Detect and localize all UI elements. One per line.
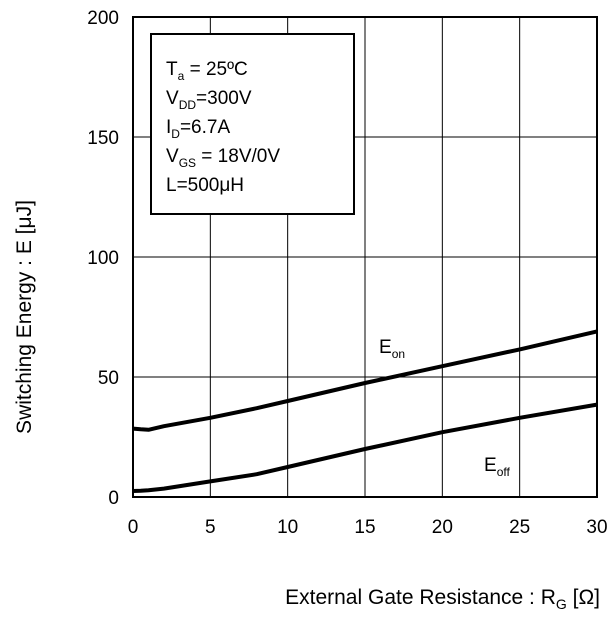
y-tick-labels: 0 50 100 150 200 (87, 8, 119, 509)
conditions-box (150, 33, 355, 215)
curves (132, 329, 598, 493)
series-label-eoff: Eoff (484, 455, 510, 479)
y-tick-150: 150 (87, 128, 119, 149)
x-tick-10: 10 (277, 517, 298, 538)
plot-frame (132, 16, 598, 498)
y-tick-50: 50 (98, 368, 119, 389)
condition-line-3: VGS = 18V/0V (166, 146, 280, 170)
x-tick-0: 0 (128, 517, 139, 538)
x-tick-20: 20 (432, 517, 453, 538)
x-tick-labels: 0 5 10 15 20 25 30 (128, 517, 608, 538)
condition-line-2: ID=6.7A (166, 117, 230, 141)
y-tick-100: 100 (87, 248, 119, 269)
x-tick-30: 30 (586, 517, 607, 538)
condition-line-0: Ta = 25ºC (166, 59, 248, 83)
x-tick-5: 5 (205, 517, 216, 538)
condition-line-1: VDD=300V (166, 88, 252, 112)
y-tick-200: 200 (87, 8, 119, 29)
condition-line-4: L=500μH (166, 175, 244, 196)
series-line-off (132, 402, 598, 493)
y-axis-title: Switching Energy : E [μJ] (13, 200, 36, 434)
x-tick-25: 25 (509, 517, 530, 538)
series-label-eon: Eon (379, 337, 405, 361)
x-tick-15: 15 (354, 517, 375, 538)
x-axis-title: External Gate Resistance : RG [Ω] (285, 586, 600, 612)
y-tick-0: 0 (108, 488, 119, 509)
conditions-list: Ta = 25ºC VDD=300V ID=6.7A VGS = 18V/0V L=50… (166, 59, 280, 196)
series-line-on (132, 329, 598, 432)
